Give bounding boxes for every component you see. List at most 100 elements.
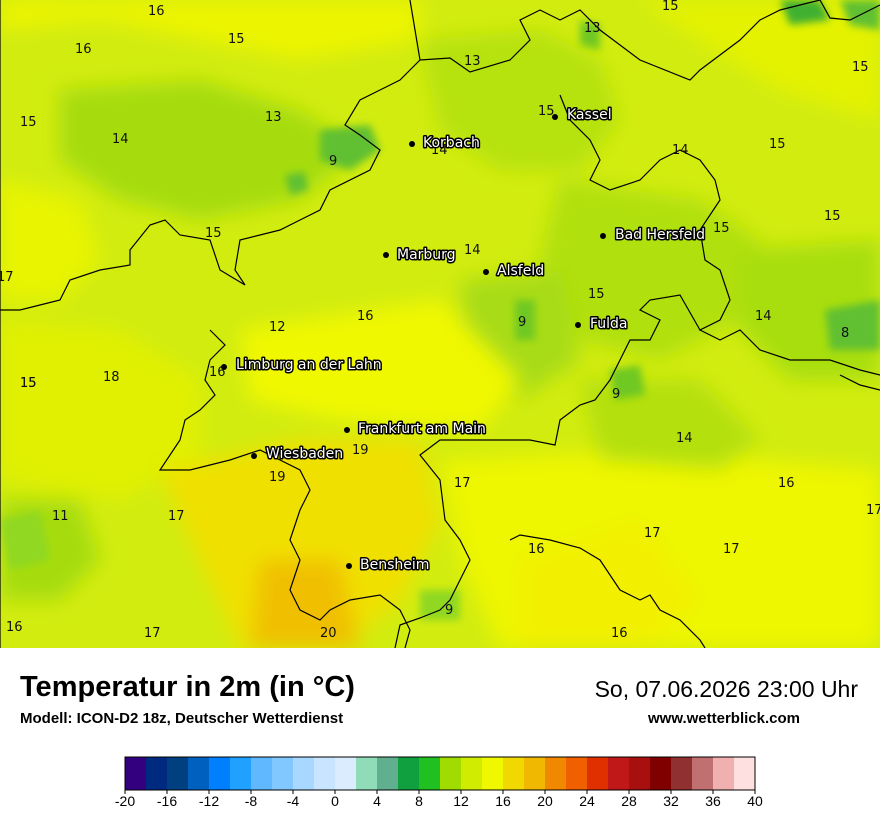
legend-swatch: [398, 757, 420, 790]
legend-swatch: [209, 757, 231, 790]
value-label: 15: [228, 32, 245, 47]
legend-swatch: [650, 757, 672, 790]
legend-tick-label: 0: [331, 793, 339, 809]
city-label-frankfurt: Frankfurt am Main: [358, 421, 486, 437]
legend-swatch: [314, 757, 336, 790]
legend-swatch: [419, 757, 441, 790]
legend-swatch: [335, 757, 357, 790]
legend-swatch: [524, 757, 546, 790]
legend-swatch: [377, 757, 399, 790]
map-title: Temperatur in 2m (in °C): [20, 671, 355, 703]
value-label: 9: [518, 315, 526, 330]
color-legend: -20 -16 -12 -8 -4 0 4 8 12 16 20 24 28 32 36 40: [110, 749, 770, 819]
value-label: 17: [723, 542, 740, 557]
legend-tick-label: -12: [198, 793, 220, 809]
map-footer: Temperatur in 2m (in °C) Modell: ICON-D2…: [0, 648, 880, 830]
legend-bar: [124, 756, 756, 794]
forecast-datetime: So, 07.06.2026 23:00 Uhr: [594, 676, 858, 702]
legend-tick-label: -20: [114, 793, 136, 809]
value-label: 12: [269, 320, 286, 335]
city-labels: Kassel Korbach Bad Hersfeld Marburg Alsf…: [235, 106, 707, 575]
legend-tick-label: -4: [286, 793, 300, 809]
value-label: 16: [778, 476, 795, 491]
value-label: 19: [352, 443, 369, 458]
value-label: 15: [662, 0, 679, 14]
model-info: Modell: ICON-D2 18z, Deutscher Wetterdie…: [20, 710, 344, 727]
value-label: 19: [269, 470, 286, 485]
legend-swatch: [230, 757, 252, 790]
city-dot-wiesbaden: [251, 453, 257, 459]
legend-swatch: [608, 757, 630, 790]
legend-swatch: [146, 757, 168, 790]
value-label: 15: [205, 226, 222, 241]
legend-swatch: [692, 757, 714, 790]
city-label-fulda: Fulda: [590, 316, 628, 332]
city-label-marburg: Marburg: [397, 247, 456, 263]
value-label: 14: [676, 431, 693, 446]
legend-swatch: [503, 757, 525, 790]
value-label: 9: [329, 154, 337, 169]
value-label: 15: [769, 137, 786, 152]
cold-patches: [0, 0, 880, 620]
city-label-bensheim: Bensheim: [360, 557, 429, 573]
value-label: 9: [445, 603, 453, 618]
city-dot-frankfurt: [344, 427, 350, 433]
value-label: 16: [209, 365, 226, 380]
state-border: [0, 0, 880, 648]
value-label: 17: [144, 626, 161, 641]
value-label: 16: [528, 542, 545, 557]
city-dot-korbach: [409, 141, 415, 147]
city-dot-marburg: [383, 252, 389, 258]
city-label-limburg: Limburg an der Lahn: [236, 357, 382, 373]
value-label: 14: [431, 143, 448, 158]
value-label: 14: [464, 243, 481, 258]
legend-swatch: [713, 757, 735, 790]
legend-swatch: [356, 757, 378, 790]
value-label: 15: [713, 221, 730, 236]
city-label-bad-hersfeld: Bad Hersfeld: [615, 227, 705, 243]
city-label-korbach: Korbach: [423, 135, 480, 151]
value-label: 15: [852, 60, 869, 75]
legend-swatch: [461, 757, 483, 790]
legend-swatch: [167, 757, 189, 790]
value-label: 8: [841, 326, 849, 341]
value-labels: 16 15 15 16 13 13 15 15 14 13 15 14 9 14…: [0, 0, 880, 641]
value-label: 13: [265, 110, 282, 125]
city-dot-kassel: [552, 114, 558, 120]
legend-tick-label: 24: [579, 793, 595, 809]
legend-swatch: [587, 757, 609, 790]
legend-swatch: [440, 757, 462, 790]
legend-swatch: [482, 757, 504, 790]
legend-tick-label: 12: [453, 793, 469, 809]
website-url: www.wetterblick.com: [648, 710, 800, 727]
value-label: 15: [20, 115, 37, 130]
legend-swatch: [734, 757, 756, 790]
value-label: 20: [320, 626, 337, 641]
city-dot-fulda: [575, 322, 581, 328]
value-label: 17: [644, 526, 661, 541]
map-canvas: 16 15 15 16 13 13 15 15 14 13 15 14 9 14…: [0, 0, 880, 648]
legend-tick-label: 28: [621, 793, 637, 809]
value-label: 17: [168, 509, 185, 524]
value-label: 14: [112, 132, 129, 147]
value-label: 15: [824, 209, 841, 224]
legend-tick-label: -8: [244, 793, 258, 809]
legend-swatch: [293, 757, 315, 790]
value-label: 16: [148, 4, 165, 19]
legend-tick-label: 8: [415, 793, 423, 809]
legend-tick-label: 4: [373, 793, 381, 809]
legend-tick-label: 32: [663, 793, 679, 809]
legend-swatch: [545, 757, 567, 790]
city-label-kassel: Kassel: [567, 107, 612, 123]
city-dot-bensheim: [346, 563, 352, 569]
value-label: 14: [672, 143, 689, 158]
legend-swatch: [629, 757, 651, 790]
city-markers: [221, 114, 606, 569]
legend-tick-label: 16: [495, 793, 511, 809]
value-label: 16: [611, 626, 628, 641]
legend-swatch: [125, 757, 147, 790]
value-label: 15: [20, 376, 37, 391]
legend-swatch: [671, 757, 693, 790]
legend-swatch: [251, 757, 273, 790]
legend-frame: [124, 756, 756, 791]
